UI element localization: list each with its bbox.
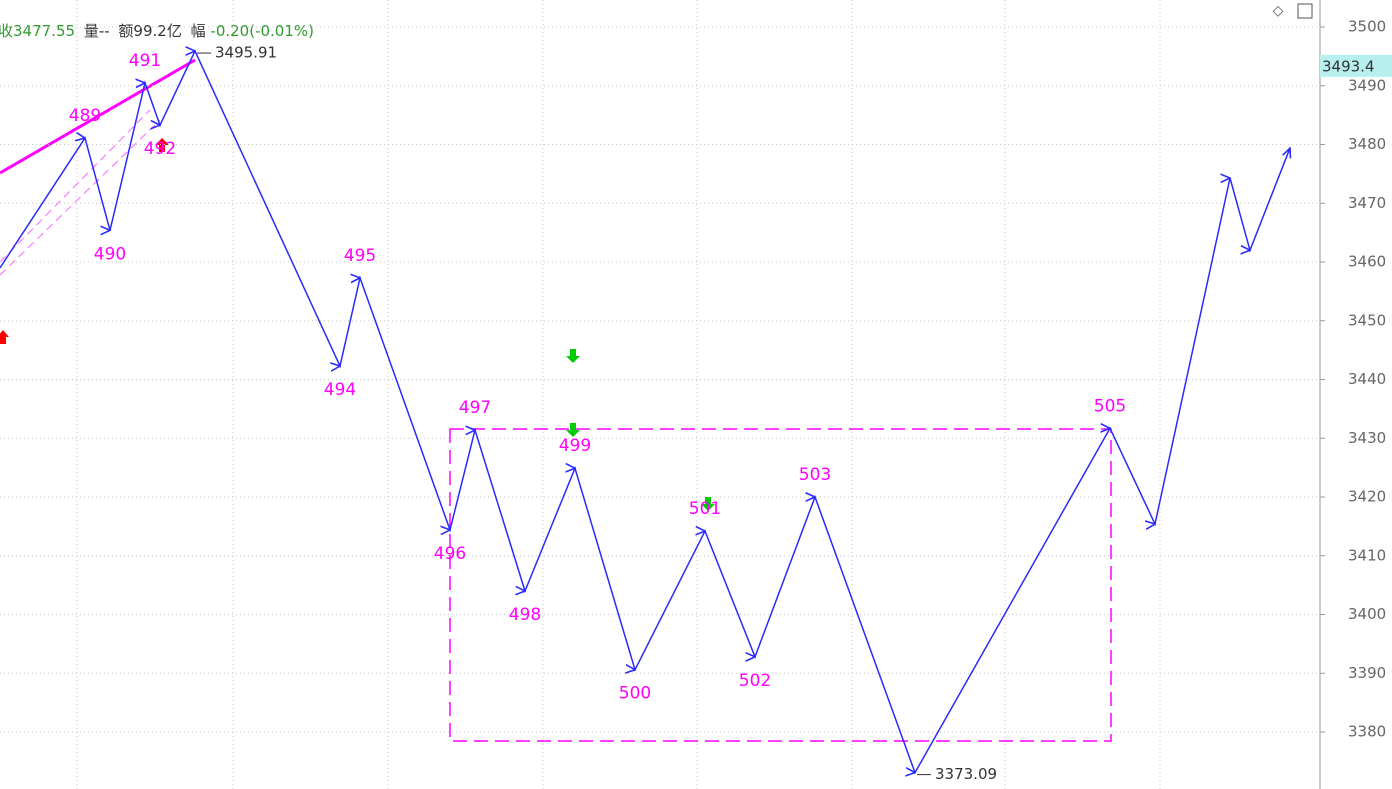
- last-price-label: 3493.4: [1322, 57, 1375, 75]
- range-box: [449, 428, 1112, 742]
- wave-label: 502: [739, 671, 771, 691]
- y-tick-label: 3380: [1348, 723, 1386, 741]
- wave-label: 497: [459, 398, 491, 418]
- wave-label: 498: [509, 605, 541, 625]
- y-tick-label: 3410: [1348, 546, 1386, 564]
- wave-label: 490: [94, 244, 126, 264]
- wave-label: 503: [799, 465, 831, 485]
- y-tick-label: 3400: [1348, 605, 1386, 623]
- wave-label: 494: [324, 380, 356, 400]
- wave-label: 500: [619, 684, 651, 704]
- y-tick-label: 3490: [1348, 76, 1386, 94]
- wave-label: 501: [689, 499, 721, 519]
- wave-label: 489: [69, 106, 101, 126]
- y-tick-label: 3450: [1348, 311, 1386, 329]
- channel-line: [0, 119, 161, 276]
- wave-label: 499: [559, 436, 591, 456]
- close: 收3477.55: [0, 22, 75, 40]
- icon[interactable]: ◇: [1273, 3, 1284, 19]
- volume: 量--: [84, 22, 110, 40]
- wave-label: 504: [899, 787, 931, 789]
- channel-line: [0, 109, 151, 263]
- wave-label: 491: [129, 51, 161, 71]
- extreme-label: 3495.91: [215, 44, 277, 62]
- amount: 额99.2亿: [118, 22, 181, 40]
- extreme-label: 3373.09: [935, 765, 997, 783]
- y-tick-label: 3500: [1348, 18, 1386, 36]
- header: 收3477.55 量-- 额99.2亿 幅 -0.20(-0.01%): [0, 22, 314, 40]
- y-tick-label: 3420: [1348, 488, 1386, 506]
- y-tick-label: 3390: [1348, 664, 1386, 682]
- wave-label: 496: [434, 544, 466, 564]
- y-tick-label: 3460: [1348, 253, 1386, 271]
- vertical-grid: [76, 0, 1161, 789]
- y-tick-label: 3480: [1348, 135, 1386, 153]
- wave-label: 495: [344, 246, 376, 266]
- change-label: 幅: [191, 22, 206, 40]
- zigzag-line: [0, 51, 1290, 773]
- y-tick-label: 3470: [1348, 194, 1386, 212]
- wave-label: 505: [1094, 396, 1126, 416]
- wave-label: 492: [144, 139, 176, 159]
- y-tick-label: 3440: [1348, 370, 1386, 388]
- icon[interactable]: [1297, 3, 1313, 19]
- last-price-tag: [1320, 54, 1392, 77]
- change: -0.20(-0.01%): [210, 22, 314, 40]
- signal-arrows: [0, 138, 715, 511]
- y-tick-label: 3430: [1348, 429, 1386, 447]
